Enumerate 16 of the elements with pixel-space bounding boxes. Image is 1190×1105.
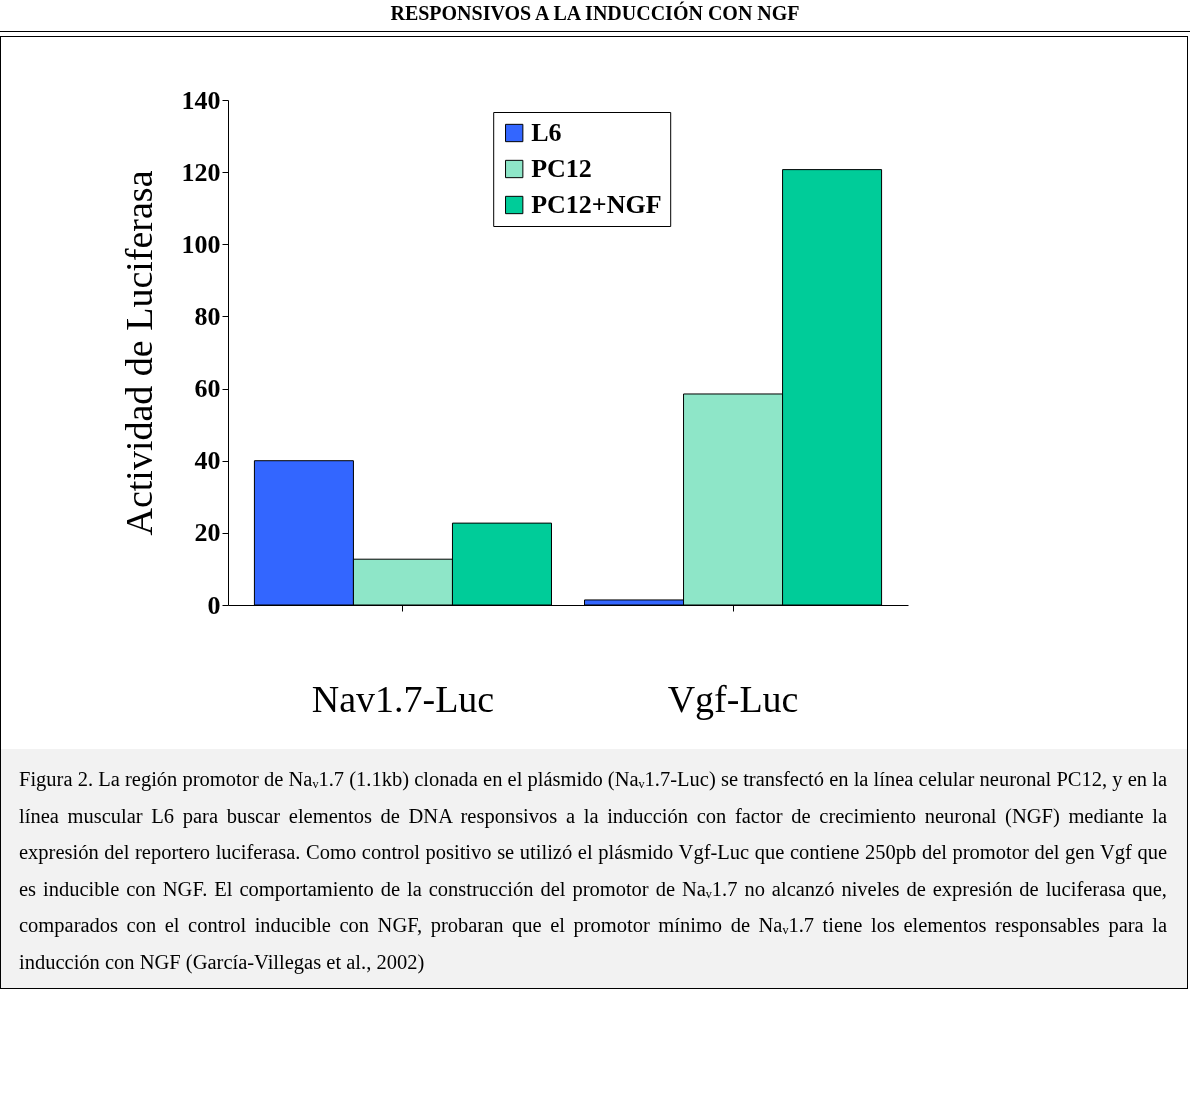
y-tick-label: 140 bbox=[181, 85, 221, 115]
y-tick-label: 40 bbox=[194, 446, 221, 476]
legend-label: PC12 bbox=[531, 154, 592, 183]
y-tick-label: 120 bbox=[181, 157, 221, 187]
y-tick-label: 20 bbox=[194, 518, 221, 548]
y-tick-label: 0 bbox=[207, 590, 221, 620]
legend-label: PC12+NGF bbox=[531, 190, 662, 219]
x-tick-label: Vgf-Luc bbox=[667, 677, 799, 720]
chart-title: RESPONSIVOS A LA INDUCCIÓN CON NGF bbox=[0, 0, 1190, 32]
y-tick-label: 80 bbox=[194, 301, 221, 331]
y-tick-label: 60 bbox=[194, 374, 221, 404]
legend-label: L6 bbox=[531, 118, 562, 147]
y-tick-label: 100 bbox=[181, 229, 221, 259]
text: Figura 2. La región promotor de Naᵥ1.7 (1.1kb) clonada en el plásmido (Naᵥ1.7-Luc) se transfectó en la línea celular neuronal PC12, y en la línea muscular L6 para buscar elementos de DNA responsivos a la inducción con factor de crecimiento neuronal (NGF) mediante la expresión del reportero luciferasa. Como control positivo se utilizó el plásmido Vgf-Luc que contiene 250pb del promotor del gen Vgf que es inducible con NGF. El comportamiento de la construcción del promotor de Naᵥ1.7 no alcanzó niveles de expresión de luciferasa que, comparados con el control inducible con NGF, probaran que el promotor mínimo de Naᵥ1.7 tiene los elementos responsables para la inducción con NGF (García-Villegas et al., 2002) bbox=[1, 749, 1187, 988]
x-tick-label: Nav1.7-Luc bbox=[311, 677, 495, 720]
y-axis-title: Actividad de Luciferasa bbox=[117, 170, 160, 536]
